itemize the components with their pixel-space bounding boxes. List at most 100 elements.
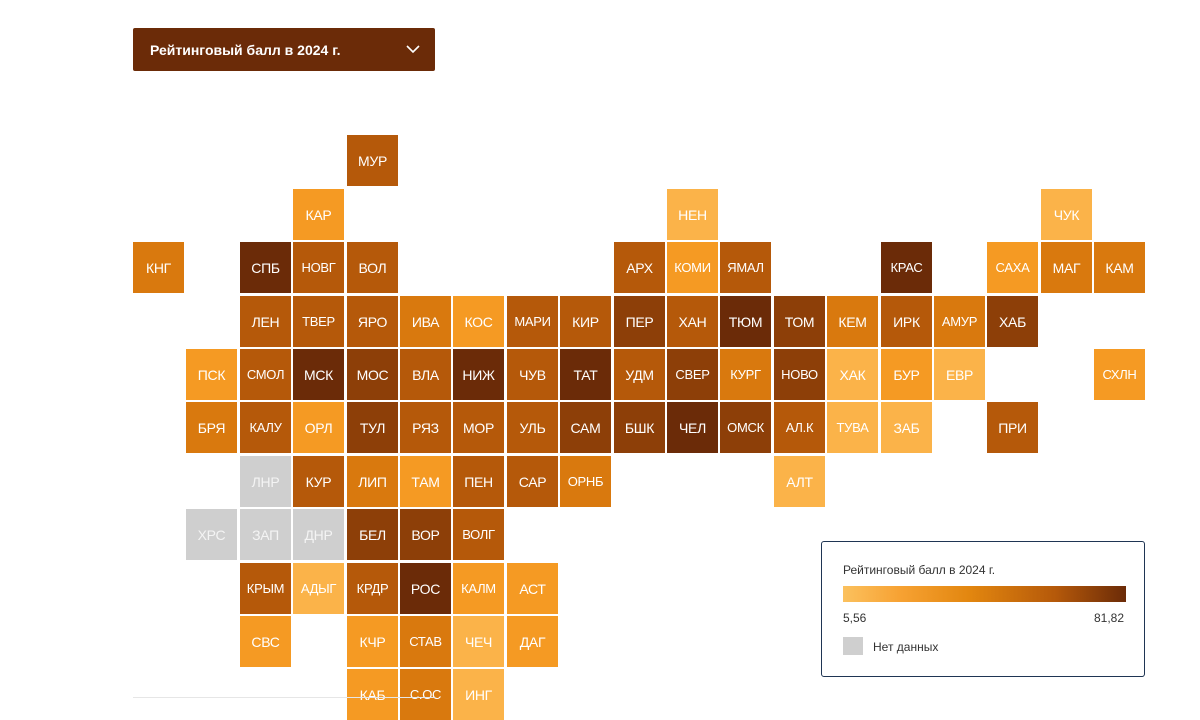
region-tile[interactable]: УДМ (614, 349, 665, 400)
region-tile[interactable]: ЧЕЛ (667, 402, 718, 453)
region-tile[interactable]: НОВГ (293, 242, 344, 293)
legend-gradient-bar (843, 586, 1126, 602)
region-tile[interactable]: ЯМАЛ (720, 242, 771, 293)
region-tile[interactable]: БШК (614, 402, 665, 453)
region-tile[interactable]: ОРНБ (560, 456, 611, 507)
legend-no-data-label: Нет данных (873, 640, 939, 654)
region-tile[interactable]: ТУЛ (347, 402, 398, 453)
region-tile[interactable]: НОВО (774, 349, 825, 400)
region-tile[interactable]: ОМСК (720, 402, 771, 453)
region-tile[interactable]: ИВА (400, 296, 451, 347)
region-tile[interactable]: ЗАП (240, 509, 291, 560)
region-tile[interactable]: ЛЕН (240, 296, 291, 347)
region-tile[interactable]: УЛЬ (507, 402, 558, 453)
region-tile[interactable]: ЗАБ (881, 402, 932, 453)
region-tile[interactable]: ЧЕЧ (453, 616, 504, 667)
region-tile[interactable]: ТАМ (400, 456, 451, 507)
region-tile[interactable]: ХАК (827, 349, 878, 400)
region-tile[interactable]: СТАВ (400, 616, 451, 667)
region-tile[interactable]: КАЛУ (240, 402, 291, 453)
region-tile[interactable]: ХАБ (987, 296, 1038, 347)
region-tile[interactable]: ДАГ (507, 616, 558, 667)
indicator-dropdown-label: Рейтинговый балл в 2024 г. (150, 41, 341, 58)
region-tile[interactable]: КЧР (347, 616, 398, 667)
region-tile[interactable]: МАРИ (507, 296, 558, 347)
region-tile[interactable]: КРАС (881, 242, 932, 293)
indicator-dropdown[interactable]: Рейтинговый балл в 2024 г. (133, 28, 435, 71)
region-tile[interactable]: ОРЛ (293, 402, 344, 453)
region-tile[interactable]: ЛНР (240, 456, 291, 507)
legend-max-value: 81,82 (1093, 611, 1124, 625)
region-tile[interactable]: ЧУК (1041, 189, 1092, 240)
region-tile[interactable]: НИЖ (453, 349, 504, 400)
region-tile[interactable]: САХА (987, 242, 1038, 293)
region-tile[interactable]: РОС (400, 563, 451, 614)
legend-title: Рейтинговый балл в 2024 г. (843, 563, 996, 577)
region-tile[interactable]: КАР (293, 189, 344, 240)
region-tile[interactable]: КАЛМ (453, 563, 504, 614)
region-tile[interactable]: ТУВА (827, 402, 878, 453)
region-tile[interactable]: ХАН (667, 296, 718, 347)
region-tile[interactable]: ПЕН (453, 456, 504, 507)
region-tile[interactable]: БРЯ (186, 402, 237, 453)
region-tile[interactable]: БУР (881, 349, 932, 400)
region-tile[interactable]: БЕЛ (347, 509, 398, 560)
region-tile[interactable]: ТВЕР (293, 296, 344, 347)
region-tile[interactable]: ЯРО (347, 296, 398, 347)
region-tile[interactable]: КОС (453, 296, 504, 347)
region-tile[interactable]: АМУР (934, 296, 985, 347)
region-tile[interactable]: ВЛА (400, 349, 451, 400)
region-tile[interactable]: КЕМ (827, 296, 878, 347)
region-tile[interactable]: ВОЛ (347, 242, 398, 293)
region-tile[interactable]: ПЕР (614, 296, 665, 347)
region-tile[interactable]: КУРГ (720, 349, 771, 400)
region-tile[interactable]: САР (507, 456, 558, 507)
region-tile[interactable]: КНГ (133, 242, 184, 293)
region-tile[interactable]: ХРС (186, 509, 237, 560)
region-tile[interactable]: КУР (293, 456, 344, 507)
region-tile[interactable]: СМОЛ (240, 349, 291, 400)
region-tile[interactable]: КАМ (1094, 242, 1145, 293)
divider (133, 697, 435, 698)
region-tile[interactable]: СПБ (240, 242, 291, 293)
region-tile[interactable]: МОР (453, 402, 504, 453)
region-tile[interactable]: КОМИ (667, 242, 718, 293)
region-tile[interactable]: КИР (560, 296, 611, 347)
region-tile[interactable]: СХЛН (1094, 349, 1145, 400)
region-tile[interactable]: НЕН (667, 189, 718, 240)
region-tile[interactable]: ВОР (400, 509, 451, 560)
legend: Рейтинговый балл в 2024 г. 5,56 81,82 Не… (821, 541, 1145, 677)
chevron-down-icon (405, 42, 421, 58)
region-tile[interactable]: МСК (293, 349, 344, 400)
region-tile[interactable]: ТОМ (774, 296, 825, 347)
region-tile[interactable]: СВЕР (667, 349, 718, 400)
region-tile[interactable]: ВОЛГ (453, 509, 504, 560)
region-tile[interactable]: АЛ.К (774, 402, 825, 453)
legend-no-data-swatch (843, 637, 863, 655)
region-tile[interactable]: ЕВР (934, 349, 985, 400)
region-tile[interactable]: ТАТ (560, 349, 611, 400)
region-tile[interactable]: КАБ (347, 669, 398, 720)
region-tile[interactable]: МОС (347, 349, 398, 400)
region-tile[interactable]: ТЮМ (720, 296, 771, 347)
region-tile[interactable]: ПРИ (987, 402, 1038, 453)
region-tile[interactable]: АЛТ (774, 456, 825, 507)
region-tile[interactable]: АДЫГ (293, 563, 344, 614)
region-tile[interactable]: ДНР (293, 509, 344, 560)
legend-min-value: 5,56 (843, 611, 867, 625)
region-tile[interactable]: АРХ (614, 242, 665, 293)
region-tile[interactable]: МУР (347, 135, 398, 186)
region-tile[interactable]: САМ (560, 402, 611, 453)
region-tile[interactable]: ЛИП (347, 456, 398, 507)
region-tile[interactable]: ИНГ (453, 669, 504, 720)
region-tile[interactable]: МАГ (1041, 242, 1092, 293)
region-tile[interactable]: КРДР (347, 563, 398, 614)
region-tile[interactable]: ЧУВ (507, 349, 558, 400)
region-tile[interactable]: ИРК (881, 296, 932, 347)
region-tile[interactable]: СВС (240, 616, 291, 667)
region-tile[interactable]: ПСК (186, 349, 237, 400)
region-tile[interactable]: АСТ (507, 563, 558, 614)
region-tile[interactable]: С.ОС (400, 669, 451, 720)
region-tile[interactable]: КРЫМ (240, 563, 291, 614)
region-tile[interactable]: РЯЗ (400, 402, 451, 453)
